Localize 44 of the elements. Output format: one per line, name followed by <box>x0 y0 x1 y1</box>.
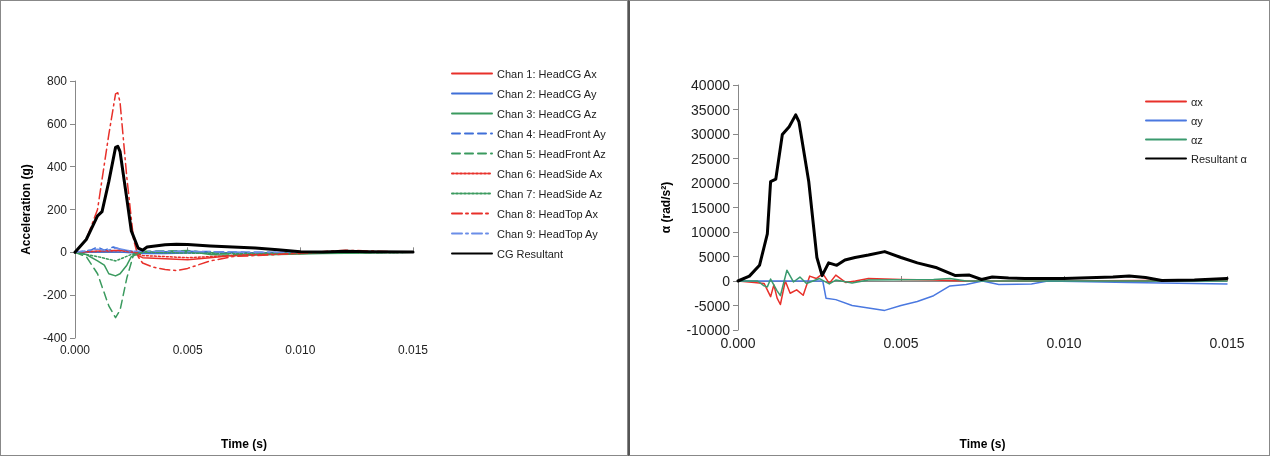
x-tick-label: 0.015 <box>1209 335 1245 351</box>
legend-label: Chan 9: HeadTop Ay <box>497 227 599 240</box>
y-axis-title: α (rad/s²) <box>659 181 673 234</box>
legend-label: Chan 4: HeadFront Ay <box>497 127 607 140</box>
y-tick-label: -200 <box>42 288 68 303</box>
legend-label: Chan 7: HeadSide Az <box>497 187 603 200</box>
y-tick-label: 20000 <box>691 175 731 191</box>
legend-label: Chan 8: HeadTop Ax <box>497 207 599 220</box>
y-tick-label: 200 <box>46 202 68 217</box>
y-tick-label: 10000 <box>691 224 731 240</box>
legend-label: αy <box>1191 114 1204 127</box>
legend-label: CG Resultant <box>497 247 564 260</box>
legend-label: Chan 3: HeadCG Az <box>497 107 597 120</box>
y-tick-label: 0 <box>722 273 731 289</box>
x-axis-title: Time (s) <box>959 437 1006 451</box>
legend-label: αz <box>1191 133 1203 146</box>
y-tick-label: 15000 <box>691 199 731 216</box>
legend-label: Resultant α <box>1191 152 1248 165</box>
y-tick-label: 30000 <box>691 126 731 142</box>
x-tick-label: 0.005 <box>172 343 204 357</box>
legend-label: Chan 2: HeadCG Ay <box>497 87 597 100</box>
x-tick-label: 0.000 <box>720 335 756 351</box>
y-tick-label: 40000 <box>691 77 731 93</box>
y-axis-title: Acceleration (g) <box>19 164 34 255</box>
legend-label: Chan 6: HeadSide Ax <box>497 167 603 180</box>
legend-label: Chan 5: HeadFront Az <box>497 147 606 160</box>
x-tick-label: 0.010 <box>285 343 316 357</box>
legend-label: αx <box>1191 95 1204 108</box>
y-tick-label: 25000 <box>691 150 731 167</box>
y-tick-label: 5000 <box>698 248 731 265</box>
y-tick-label: -10000 <box>686 322 731 338</box>
y-tick-label: 800 <box>46 74 68 88</box>
y-tick-label: 400 <box>46 159 68 174</box>
y-tick-label: 0 <box>60 245 68 260</box>
x-tick-label: 0.000 <box>59 343 91 357</box>
y-tick-label: -400 <box>42 331 68 345</box>
y-tick-label: 600 <box>46 116 68 131</box>
x-axis-title: Time (s) <box>221 437 267 451</box>
legend-label: Chan 1: HeadCG Ax <box>497 67 598 80</box>
y-tick-label: 35000 <box>691 101 731 118</box>
x-tick-label: 0.015 <box>397 343 429 357</box>
y-tick-label: -5000 <box>694 297 731 314</box>
x-tick-label: 0.005 <box>883 335 919 351</box>
x-tick-label: 0.010 <box>1046 335 1082 351</box>
